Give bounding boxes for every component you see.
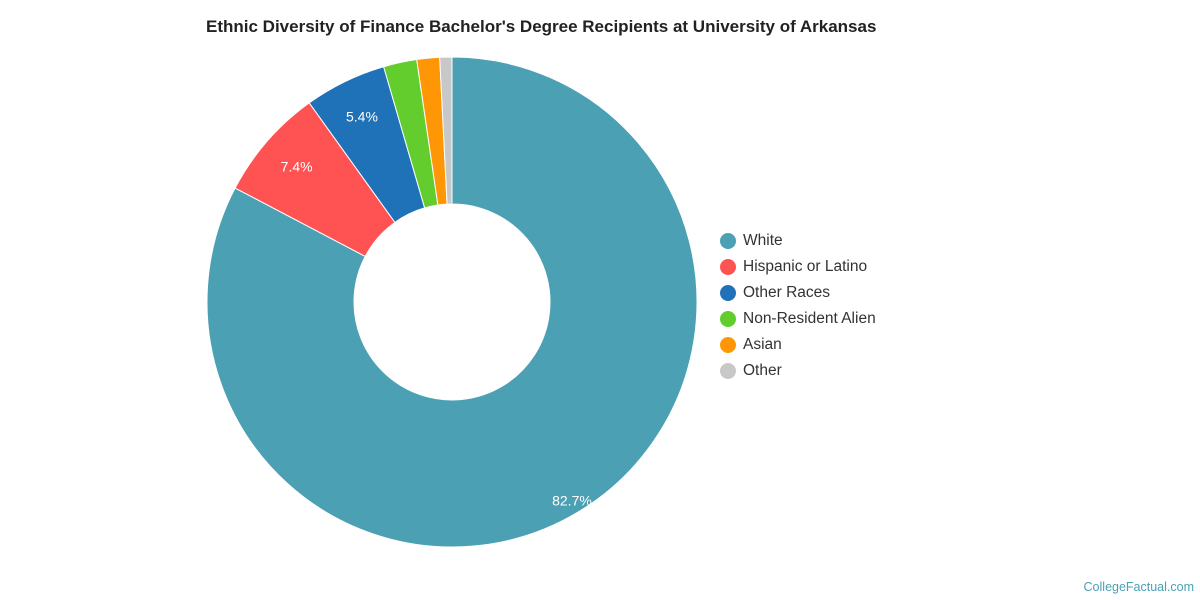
legend-label: White [743,232,783,249]
donut-slice-other[interactable] [439,56,453,205]
legend-label: Other [743,362,782,379]
legend-label: Other Races [743,284,831,301]
legend-item-white[interactable]: White [720,228,876,254]
chart-legend: White Hispanic or Latino Other Races Non-Re… [720,228,876,384]
donut-slices [206,56,698,548]
legend-label: Asian [743,336,782,353]
donut-data-labels: 82.7% 7.4% 5.4% [281,109,592,509]
legend-label: Non-Resident Alien [743,310,876,327]
legend-item-asian[interactable]: Asian [720,332,876,358]
legend-item-other-races[interactable]: Other Races [720,280,876,306]
legend-label: Hispanic or Latino [743,258,868,275]
legend-marker [720,285,736,301]
legend-marker [720,259,736,275]
data-label-other-races: 5.4% [346,109,378,125]
watermark: CollegeFactual.com [1083,580,1194,594]
legend-item-hispanic-or-latino[interactable]: Hispanic or Latino [720,254,876,280]
chart-title: Ethnic Diversity of Finance Bachelor's D… [206,17,877,36]
legend-marker [720,363,736,379]
legend-marker [720,233,736,249]
legend-item-other[interactable]: Other [720,358,876,384]
donut-slice-white[interactable] [206,56,698,548]
data-label-hispanic-or-latino: 7.4% [281,159,313,175]
legend-marker [720,337,736,353]
legend-marker [720,311,736,327]
legend-item-non-resident-alien[interactable]: Non-Resident Alien [720,306,876,332]
data-label-white: 82.7% [552,493,592,509]
